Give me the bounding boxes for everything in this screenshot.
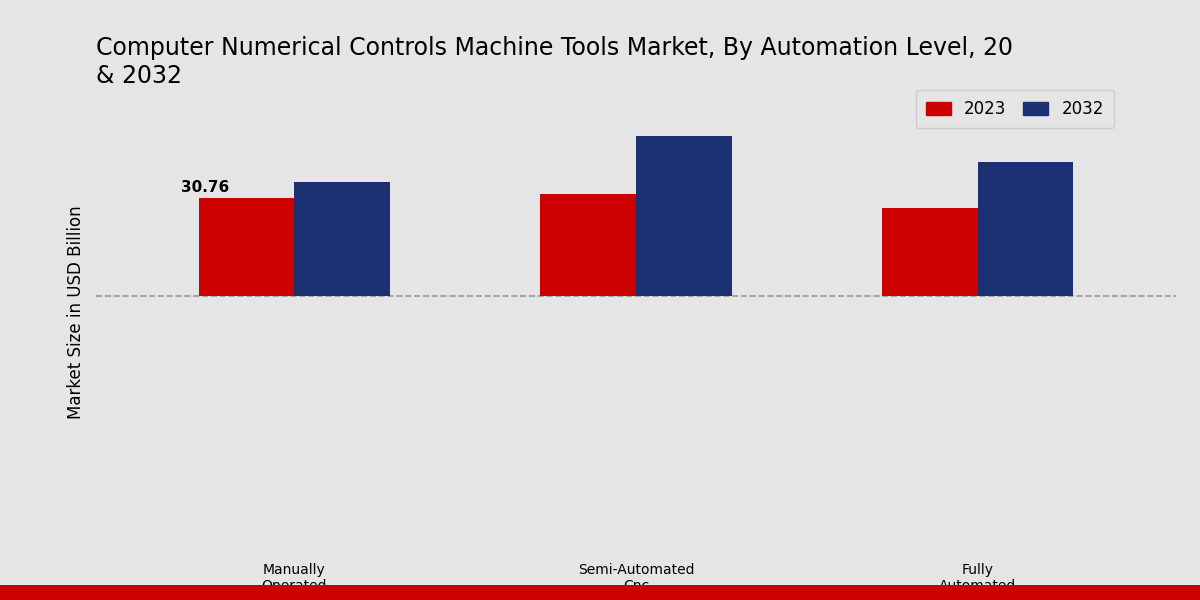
Bar (540, 194, 636, 296)
Bar (636, 136, 732, 296)
Legend: 2023, 2032: 2023, 2032 (916, 90, 1114, 128)
Text: Computer Numerical Controls Machine Tools Market, By Automation Level, 20
& 2032: Computer Numerical Controls Machine Tool… (96, 36, 1013, 88)
Bar (198, 197, 294, 296)
Text: 30.76: 30.76 (181, 180, 229, 195)
Bar (978, 161, 1074, 296)
Bar (882, 208, 978, 296)
Bar (294, 182, 390, 296)
Y-axis label: Market Size in USD Billion: Market Size in USD Billion (67, 205, 85, 419)
